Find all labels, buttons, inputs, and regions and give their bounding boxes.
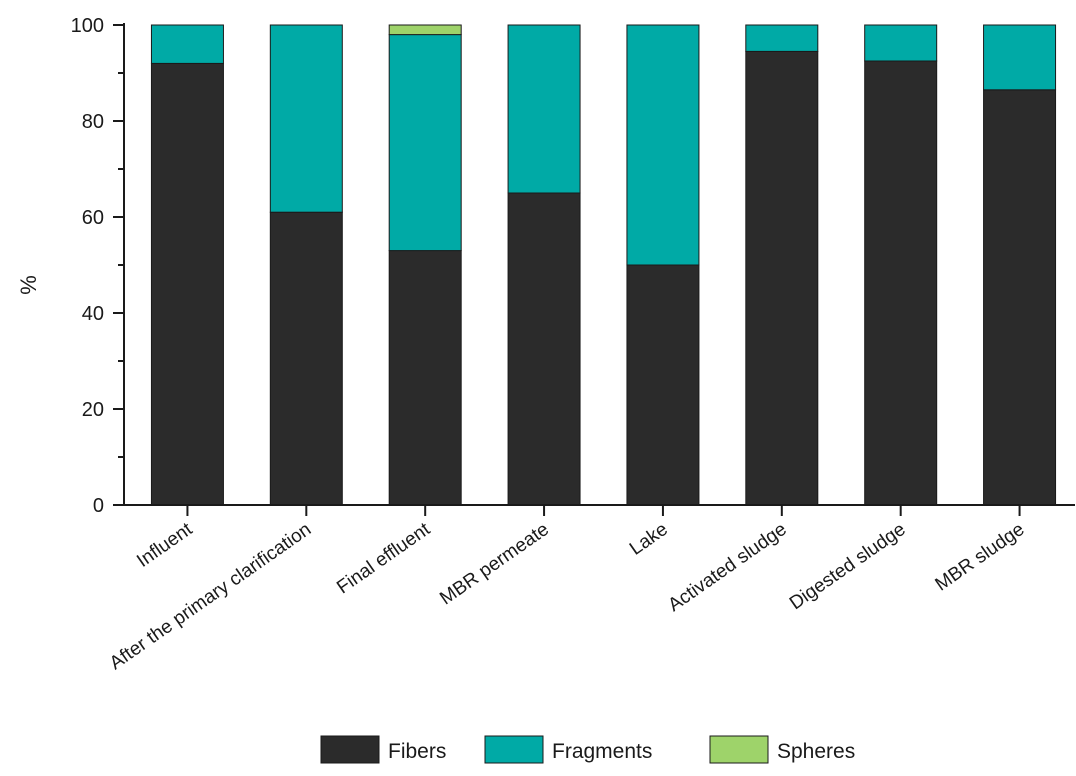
bar-fragments-1 [150, 24, 224, 64]
bar-fragments-7 [864, 24, 938, 62]
legend-swatch-fibers [320, 735, 380, 764]
bar-fibers-2 [269, 211, 343, 506]
legend-label-spheres: Spheres [777, 740, 855, 763]
legend-label-fibers: Fibers [388, 740, 446, 763]
category-label: Final effluent [333, 518, 434, 598]
category-label: After the primary clarification [106, 519, 315, 674]
ticks-layer: 0 20 40 60 80 100 [71, 15, 1021, 517]
y-tick-label: 20 [82, 399, 104, 421]
bar-fragments-8 [983, 24, 1057, 91]
y-tick-label: 80 [82, 111, 104, 133]
bar-fragments-2 [269, 24, 343, 213]
bar-fibers-6 [745, 50, 819, 506]
category-label: MBR sludge [932, 519, 1029, 596]
legend-swatch-spheres [709, 735, 769, 764]
bar-fibers-5 [626, 264, 700, 506]
bar-fibers-3 [388, 250, 462, 506]
y-tick-label: 40 [82, 303, 104, 325]
bar-fibers-8 [983, 89, 1057, 506]
bar-spheres-3 [388, 24, 462, 36]
legend-swatch-fragments [484, 735, 544, 764]
bar-fibers-1 [150, 62, 224, 506]
bar-fibers-7 [864, 60, 938, 506]
category-label: MBR permeate [436, 519, 553, 609]
bar-fragments-4 [507, 24, 581, 194]
bar-fragments-3 [388, 34, 462, 252]
legend: Fibers Fragments Spheres [320, 735, 855, 764]
category-label: Activated sludge [664, 519, 790, 616]
y-tick-label: 100 [71, 15, 104, 37]
bar-fibers-4 [507, 192, 581, 506]
category-label: Digested sludge [786, 519, 910, 614]
legend-label-fragments: Fragments [552, 740, 652, 763]
category-label: Lake [626, 519, 672, 560]
y-tick-label: 0 [93, 495, 104, 517]
y-axis-title: % [16, 275, 41, 295]
bars-layer [150, 24, 1057, 506]
y-tick-label: 60 [82, 207, 104, 229]
category-label: Influent [133, 518, 197, 571]
bar-fragments-6 [745, 24, 819, 52]
bar-fragments-5 [626, 24, 700, 266]
